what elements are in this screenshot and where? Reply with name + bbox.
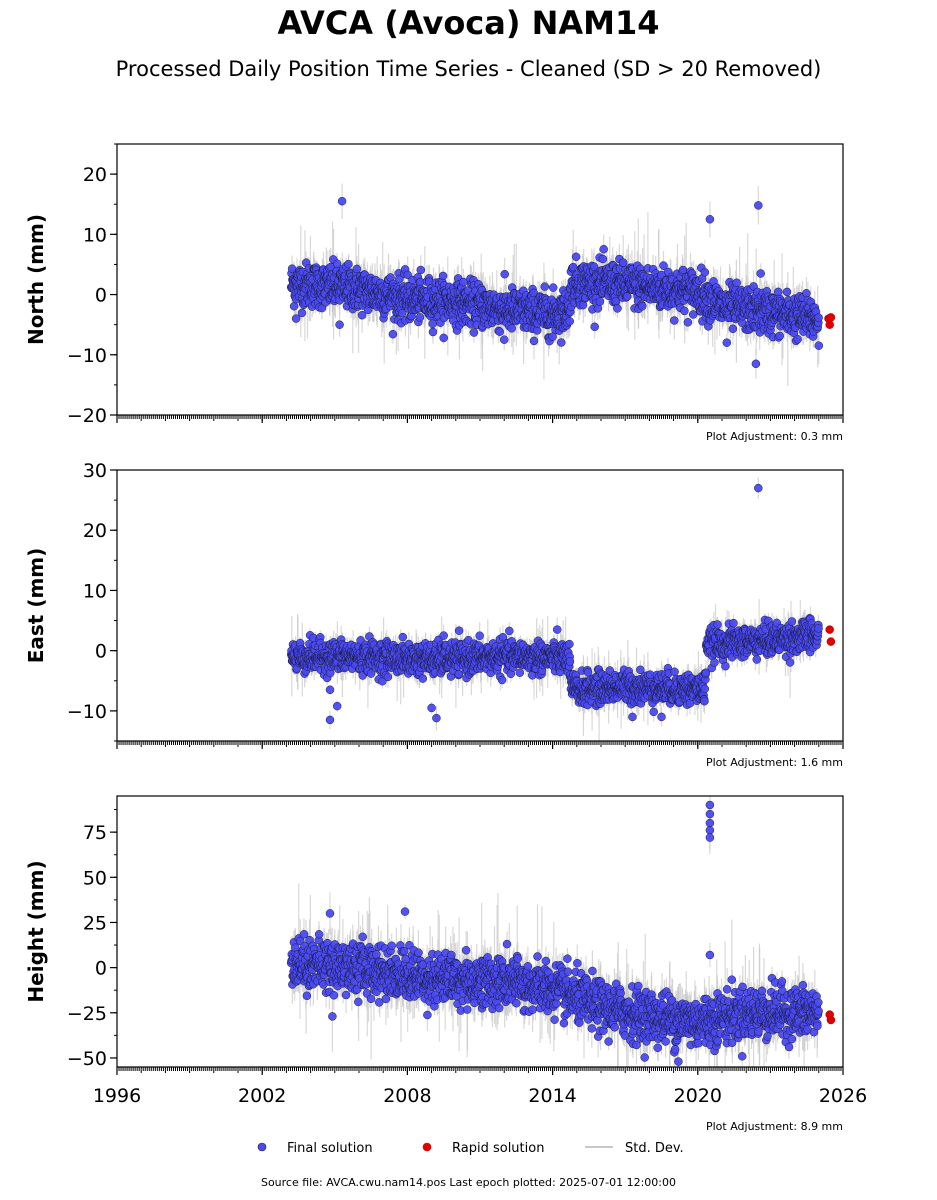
final-point	[782, 287, 792, 297]
final-point	[598, 254, 608, 264]
final-point	[751, 359, 761, 369]
final-point	[590, 322, 599, 332]
final-point	[775, 331, 784, 341]
final-point	[397, 308, 407, 318]
final-point	[722, 338, 732, 347]
rapid-point	[825, 320, 834, 329]
final-point	[705, 215, 715, 224]
final-point	[500, 269, 509, 279]
final-point	[403, 270, 412, 280]
y-tick-label: −20	[67, 405, 107, 427]
series-final-1	[286, 477, 823, 741]
final-point	[659, 261, 668, 270]
final-point	[499, 335, 509, 344]
final-point	[613, 304, 622, 313]
y-tick-label: 10	[83, 224, 107, 246]
final-point	[670, 316, 679, 325]
final-point	[595, 297, 605, 306]
panel-0: −20 −10 0 10 20 North (mm) Plot Adjustment: 0.…	[24, 143, 844, 443]
final-point	[428, 327, 438, 337]
final-point	[507, 324, 516, 333]
y-tick-label: 20	[83, 164, 107, 186]
final-point	[415, 313, 425, 322]
final-point	[416, 265, 426, 275]
rapid-point	[826, 313, 836, 322]
final-point	[814, 341, 824, 350]
final-point	[728, 324, 738, 334]
final-point	[540, 282, 550, 291]
final-point	[548, 332, 557, 341]
y-tick-label: −10	[67, 345, 107, 367]
rapid-points-0	[824, 313, 836, 329]
final-point	[754, 201, 763, 210]
final-point	[428, 319, 437, 329]
final-point	[297, 308, 307, 318]
final-point	[291, 314, 301, 323]
final-point	[395, 274, 404, 284]
series-final-0	[286, 183, 824, 387]
y-axis-label: North (mm)	[24, 214, 48, 345]
final-point	[352, 264, 362, 274]
final-point	[571, 252, 581, 262]
final-point	[459, 277, 468, 287]
chart-subtitle: Processed Daily Position Time Series - C…	[115, 57, 822, 81]
final-point	[756, 269, 765, 278]
final-point	[793, 335, 802, 344]
final-point	[557, 338, 566, 347]
final-point	[599, 244, 608, 254]
std-dev-bars-1	[290, 477, 820, 741]
chart-title: AVCA (Avoca) NAM14	[277, 4, 660, 42]
final-point	[548, 283, 558, 292]
final-points-0	[286, 196, 824, 369]
final-point	[439, 333, 448, 343]
final-point	[688, 310, 698, 319]
plot-adjustment-note: Plot Adjustment: 0.3 mm	[706, 430, 843, 443]
final-point	[388, 329, 398, 339]
final-point	[565, 317, 574, 326]
final-point	[732, 278, 741, 288]
final-point	[680, 306, 689, 316]
final-point	[814, 313, 823, 322]
final-point	[495, 327, 504, 336]
final-point	[344, 259, 353, 269]
final-point	[683, 318, 693, 327]
final-point	[622, 292, 632, 301]
final-point	[568, 262, 578, 272]
final-point	[773, 287, 783, 297]
panels-group: −20 −10 0 10 20 North (mm) Plot Adjustment: 0.…	[24, 143, 867, 1133]
final-point	[638, 301, 647, 311]
final-point	[700, 268, 710, 277]
final-point	[529, 336, 539, 346]
final-point	[337, 196, 347, 206]
final-point	[289, 301, 299, 311]
final-point	[438, 271, 448, 281]
final-point	[332, 259, 342, 268]
final-point	[335, 320, 344, 329]
final-point	[357, 310, 367, 320]
y-tick-label: 0	[95, 285, 107, 307]
final-point	[618, 258, 628, 267]
final-point	[469, 328, 479, 337]
